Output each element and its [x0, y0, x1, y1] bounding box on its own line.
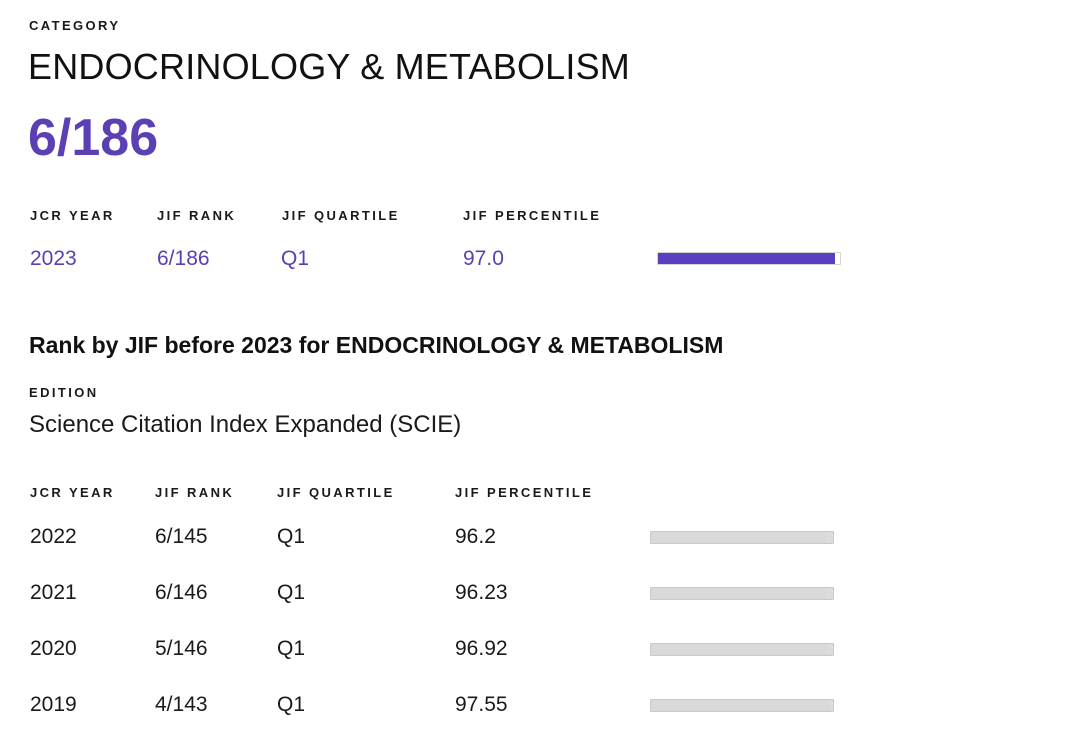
header-jif-rank: JIF RANK — [155, 485, 235, 500]
edition-label: EDITION — [29, 385, 99, 400]
header-jif-quartile: JIF QUARTILE — [282, 208, 400, 223]
header-jcr-year: JCR YEAR — [30, 485, 115, 500]
history-jif-rank: 6/146 — [155, 581, 208, 604]
history-jif-quartile: Q1 — [277, 581, 306, 604]
category-name: ENDOCRINOLOGY & METABOLISM — [28, 46, 630, 87]
history-jif-quartile: Q1 — [277, 637, 306, 660]
percentile-bar — [657, 252, 841, 265]
history-jif-quartile: Q1 — [277, 693, 306, 716]
header-jif-rank: JIF RANK — [157, 208, 237, 223]
history-jif-rank: 4/143 — [155, 693, 208, 716]
header-jif-percentile: JIF PERCENTILE — [455, 485, 594, 500]
percentile-bar — [650, 643, 834, 656]
history-year: 2021 — [30, 581, 77, 604]
history-jif-quartile: Q1 — [277, 525, 306, 548]
history-title: Rank by JIF before 2023 for ENDOCRINOLOG… — [29, 332, 724, 358]
history-year: 2020 — [30, 637, 77, 660]
history-jif-rank: 6/145 — [155, 525, 208, 548]
percentile-bar-fill — [651, 532, 827, 543]
percentile-bar-fill — [651, 700, 829, 711]
header-jcr-year: JCR YEAR — [30, 208, 115, 223]
current-jif-percentile: 97.0 — [463, 247, 504, 270]
header-jif-percentile: JIF PERCENTILE — [463, 208, 602, 223]
current-jif-rank: 6/186 — [157, 247, 210, 270]
history-jif-percentile: 97.55 — [455, 693, 508, 716]
current-year: 2023 — [30, 247, 77, 270]
category-rank: 6/186 — [28, 109, 159, 167]
percentile-bar-fill — [658, 253, 835, 264]
percentile-bar-fill — [651, 588, 827, 599]
edition-value: Science Citation Index Expanded (SCIE) — [29, 411, 462, 438]
history-year: 2019 — [30, 693, 77, 716]
percentile-bar — [650, 699, 834, 712]
header-jif-quartile: JIF QUARTILE — [277, 485, 395, 500]
current-jif-quartile: Q1 — [281, 247, 310, 270]
percentile-bar — [650, 587, 834, 600]
category-eyebrow: CATEGORY — [29, 18, 121, 33]
history-jif-rank: 5/146 — [155, 637, 208, 660]
history-jif-percentile: 96.23 — [455, 581, 508, 604]
history-jif-percentile: 96.2 — [455, 525, 496, 548]
history-year: 2022 — [30, 525, 77, 548]
percentile-bar — [650, 531, 834, 544]
history-jif-percentile: 96.92 — [455, 637, 508, 660]
percentile-bar-fill — [651, 644, 828, 655]
